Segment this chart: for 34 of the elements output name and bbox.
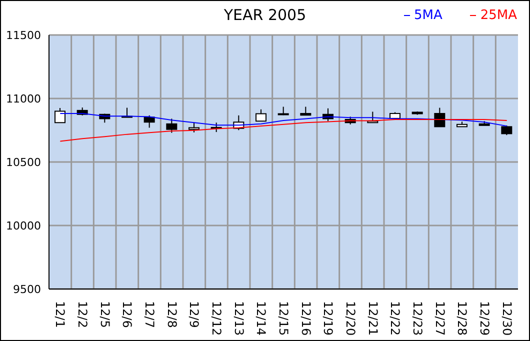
candlestick [434,107,446,128]
legend-label: 5MA [412,8,442,23]
legend-label: 25MA [479,8,517,23]
y-tick-label: 10000 [6,219,41,232]
x-tick-label: 12/7 [142,301,156,328]
y-tick-label: 11000 [6,92,41,106]
y-tick-label: 9500 [13,282,41,296]
x-tick-label: 12/27 [432,301,447,336]
x-tick-label: 12/8 [164,301,179,328]
x-tick-label: 12/14 [254,301,268,336]
x-tick-label: 12/29 [478,301,492,336]
x-tick-label: 12/5 [98,301,112,328]
x-tick-label: 12/28 [455,301,470,336]
x-tick-label: 12/20 [344,301,358,336]
x-tick-label: 12/19 [321,301,336,336]
candlestick [256,108,266,122]
y-tick-label: 10500 [6,156,41,169]
x-tick-label: 12/22 [388,301,402,336]
x-tick-label: 12/23 [410,301,424,336]
x-tick-label: 12/12 [210,301,224,336]
y-tick-label: 11500 [6,28,41,42]
x-tick-label: 12/1 [53,301,68,328]
x-tick-label: 12/2 [76,301,90,328]
x-tick-label: 12/6 [120,301,134,328]
x-tick-label: 12/9 [187,301,202,328]
candlestick [188,122,200,133]
x-tick-label: 12/13 [232,301,246,336]
x-tick-label: 12/30 [500,301,514,336]
candlestick [54,108,66,124]
chart-title: YEAR 2005 [224,6,306,24]
x-tick-label: 12/16 [298,301,313,336]
candlestick [166,118,178,134]
x-tick-label: 12/15 [276,301,290,336]
x-tick-label: 12/21 [366,301,380,336]
